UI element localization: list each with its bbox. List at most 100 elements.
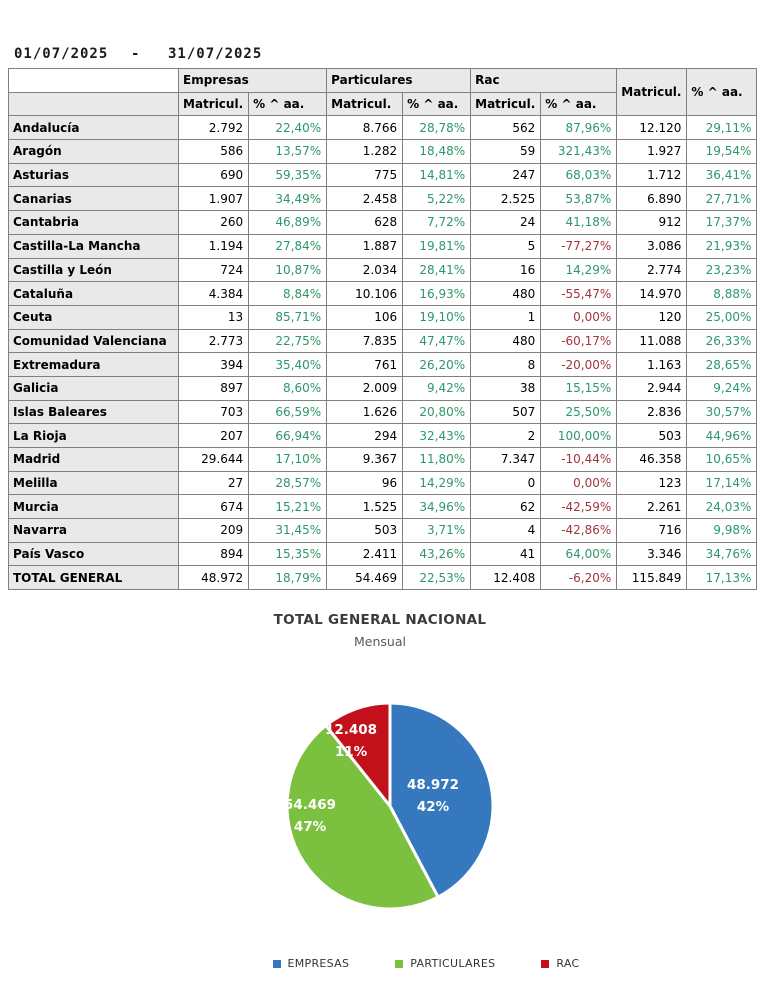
pct-value-cell: 31,45%: [248, 518, 328, 543]
empresas-matricul-header: Matricul.: [177, 91, 250, 117]
table-row: Navarra 209 31,45% 503 3,71% 4 -42,86% 716 9,98%: [8, 518, 758, 543]
table-row: Cataluña 4.384 8,84% 10.106 16,93% 480 -55,47%…: [8, 281, 758, 306]
legend-label: EMPRESAS: [287, 957, 350, 970]
matricul-value-cell: 16: [470, 257, 542, 283]
matricul-value-cell: 775: [326, 162, 404, 188]
pct-value-cell: 13,57%: [248, 139, 328, 164]
table-row: Melilla 27 28,57% 96 14,29% 0 0,00% 123 17,14%: [8, 470, 758, 496]
region-name-cell: País Vasco: [8, 541, 179, 567]
pct-value-cell: 3,71%: [402, 518, 472, 543]
matricul-value-cell: 2.944: [616, 375, 688, 401]
pct-value-cell: 34,96%: [402, 494, 472, 520]
pct-value-cell: 26,20%: [402, 352, 472, 377]
pie-slice-label: 42%: [417, 799, 450, 815]
pct-value-cell: -42,59%: [540, 494, 618, 520]
legend-item-rac: RAC: [541, 957, 579, 970]
pct-value-cell: 30,57%: [686, 399, 758, 425]
pct-value-cell: 8,60%: [248, 375, 328, 401]
pct-value-cell: 68,03%: [540, 162, 618, 188]
pct-value-cell: 20,80%: [402, 399, 472, 425]
legend-swatch-icon: [395, 959, 404, 968]
pct-value-cell: -60,17%: [540, 328, 618, 354]
table-row: Aragón 586 13,57% 1.282 18,48% 59 321,43% 1.927…: [8, 139, 758, 164]
pie-slice-empresas: [388, 701, 495, 899]
region-name-cell: Extremadura: [8, 352, 179, 377]
matricul-value-cell: 2.458: [326, 186, 404, 212]
pct-value-cell: 8,88%: [686, 281, 758, 306]
pct-value-cell: -20,00%: [540, 352, 618, 377]
pct-value-cell: 22,40%: [248, 115, 328, 141]
pct-value-cell: 100,00%: [540, 423, 618, 448]
matricul-value-cell: 894: [177, 541, 250, 567]
matricul-value-cell: 897: [177, 375, 250, 401]
region-name-cell: Asturias: [8, 162, 179, 188]
matricul-value-cell: 6.890: [616, 186, 688, 212]
pct-value-cell: 0,00%: [540, 304, 618, 330]
pct-value-cell: 26,33%: [686, 328, 758, 354]
matricul-value-cell: 761: [326, 352, 404, 377]
matricul-value-cell: 120: [616, 304, 688, 330]
matricul-value-cell: 394: [177, 352, 250, 377]
matricul-value-cell: 294: [326, 423, 404, 448]
pct-value-cell: 28,65%: [686, 352, 758, 377]
region-name-cell: Comunidad Valenciana: [8, 328, 179, 354]
pct-value-cell: 21,93%: [686, 233, 758, 259]
matricul-value-cell: 96: [326, 470, 404, 496]
matricul-value-cell: 1.907: [177, 186, 250, 212]
matricul-value-cell: 8: [470, 352, 542, 377]
pct-value-cell: 64,00%: [540, 541, 618, 567]
matricul-value-cell: 46.358: [616, 447, 688, 472]
pie-slice-rac: [324, 701, 392, 808]
particulares-pct-header: % ^ aa.: [402, 91, 472, 117]
matricul-value-cell: 703: [177, 399, 250, 425]
region-name-cell: Madrid: [8, 447, 179, 472]
matricul-value-cell: 716: [616, 518, 688, 543]
pct-value-cell: 15,21%: [248, 494, 328, 520]
matricul-value-cell: 4: [470, 518, 542, 543]
pct-value-cell: 34,49%: [248, 186, 328, 212]
matricul-value-cell: 8.766: [326, 115, 404, 141]
group-header-rac: Rac: [470, 68, 618, 93]
pct-value-cell: 28,41%: [402, 257, 472, 283]
group-header-empresas: Empresas: [177, 68, 328, 93]
date-start: 01/07/2025: [14, 46, 109, 62]
matricul-value-cell: 2.525: [470, 186, 542, 212]
pct-value-cell: 28,78%: [402, 115, 472, 141]
pct-value-cell: 29,11%: [686, 115, 758, 141]
pct-value-cell: 19,81%: [402, 233, 472, 259]
table-row: TOTAL GENERAL 48.972 18,79% 54.469 22,53% 12.…: [8, 565, 758, 591]
pct-value-cell: 28,57%: [248, 470, 328, 496]
pct-value-cell: 5,22%: [402, 186, 472, 212]
matricul-value-cell: 41: [470, 541, 542, 567]
region-column-header: [8, 91, 179, 117]
pct-value-cell: 27,84%: [248, 233, 328, 259]
matricul-value-cell: 2.773: [177, 328, 250, 354]
matricul-value-cell: 7.347: [470, 447, 542, 472]
matricul-value-cell: 29.644: [177, 447, 250, 472]
matricul-value-cell: 10.106: [326, 281, 404, 306]
pct-value-cell: 11,80%: [402, 447, 472, 472]
table-row: Murcia 674 15,21% 1.525 34,96% 62 -42,59% 2.261…: [8, 494, 758, 520]
pct-value-cell: 9,98%: [686, 518, 758, 543]
table-row: Ceuta 13 85,71% 106 19,10% 1 0,00% 120 25,00%: [8, 304, 758, 330]
pct-value-cell: 41,18%: [540, 210, 618, 235]
matricul-value-cell: 7.835: [326, 328, 404, 354]
table-row: Canarias 1.907 34,49% 2.458 5,22% 2.525 53,87%…: [8, 186, 758, 212]
pct-value-cell: 10,65%: [686, 447, 758, 472]
matricul-value-cell: 2: [470, 423, 542, 448]
pct-value-cell: 15,15%: [540, 375, 618, 401]
pct-value-cell: -77,27%: [540, 233, 618, 259]
matricul-value-cell: 209: [177, 518, 250, 543]
matricul-value-cell: 562: [470, 115, 542, 141]
matricul-value-cell: 4.384: [177, 281, 250, 306]
region-name-cell: Cantabria: [8, 210, 179, 235]
pct-value-cell: 17,14%: [686, 470, 758, 496]
pct-value-cell: 17,13%: [686, 565, 758, 591]
matricul-value-cell: 2.261: [616, 494, 688, 520]
pct-value-cell: 14,29%: [540, 257, 618, 283]
pct-value-cell: 17,10%: [248, 447, 328, 472]
table-row: Islas Baleares 703 66,59% 1.626 20,80% 507 25,…: [8, 399, 758, 425]
matricul-value-cell: 247: [470, 162, 542, 188]
region-name-cell: La Rioja: [8, 423, 179, 448]
matricul-value-cell: 507: [470, 399, 542, 425]
